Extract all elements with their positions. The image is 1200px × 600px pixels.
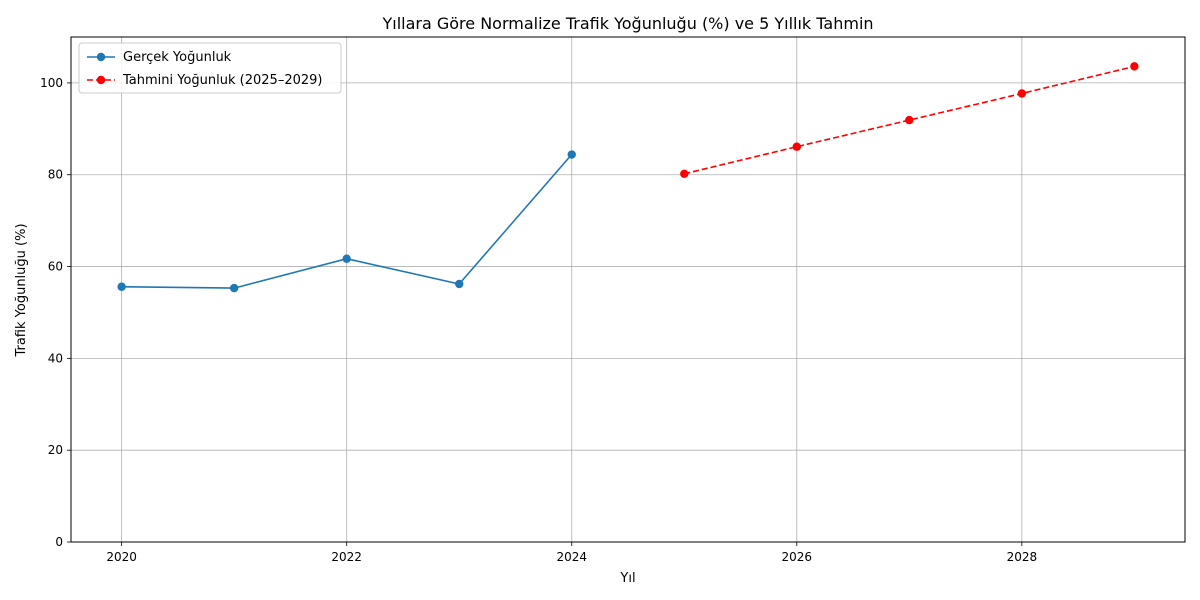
series-line-2 (684, 65, 1135, 175)
legend-label-2: Tahmini Yoğunluk (2025–2029) (122, 73, 322, 88)
y-axis-title: Trafik Yoğunluğu (%) (14, 223, 29, 357)
legend-marker-1 (96, 52, 106, 62)
grid (71, 37, 1185, 543)
series-1-point (567, 150, 576, 159)
series-1-point (342, 254, 351, 263)
y-tick-label: 0 (55, 535, 63, 549)
series-2-point (680, 169, 689, 179)
y-tick-label: 40 (48, 351, 63, 365)
legend-box (78, 42, 342, 94)
series-2-point (1017, 89, 1027, 98)
x-axis-title: Yıl (619, 571, 635, 586)
series-2-point (792, 142, 801, 151)
legend-label-1: Gerçek Yoğunluk (123, 50, 232, 65)
y-tick-label: 60 (48, 260, 63, 274)
x-axis: 2020 2022 2024 2026 2028 (106, 542, 1037, 564)
y-tick-label: 100 (40, 76, 63, 90)
x-tick-label: 2026 (782, 550, 813, 564)
legend: Gerçek Yoğunluk Tahmini Yoğunluk (2025–20… (78, 42, 342, 94)
y-tick-label: 20 (48, 443, 63, 457)
series-1-point (455, 279, 464, 289)
series-layer (117, 62, 1139, 293)
chart-title: Yıllara Göre Normalize Trafik Yoğunluğu … (381, 14, 873, 33)
y-tick-label: 80 (48, 168, 63, 182)
series-1-point (117, 282, 126, 291)
legend-marker-2 (96, 75, 106, 85)
y-axis: 0 20 40 60 80 100 (40, 76, 71, 549)
x-tick-label: 2022 (331, 550, 362, 564)
x-tick-label: 2024 (556, 550, 587, 564)
series-1-point (229, 283, 239, 293)
x-tick-label: 2020 (106, 550, 137, 564)
x-tick-label: 2028 (1007, 550, 1038, 564)
series-2-point (905, 115, 914, 125)
plot-frame (70, 36, 1186, 543)
series-2-point (1130, 62, 1139, 71)
